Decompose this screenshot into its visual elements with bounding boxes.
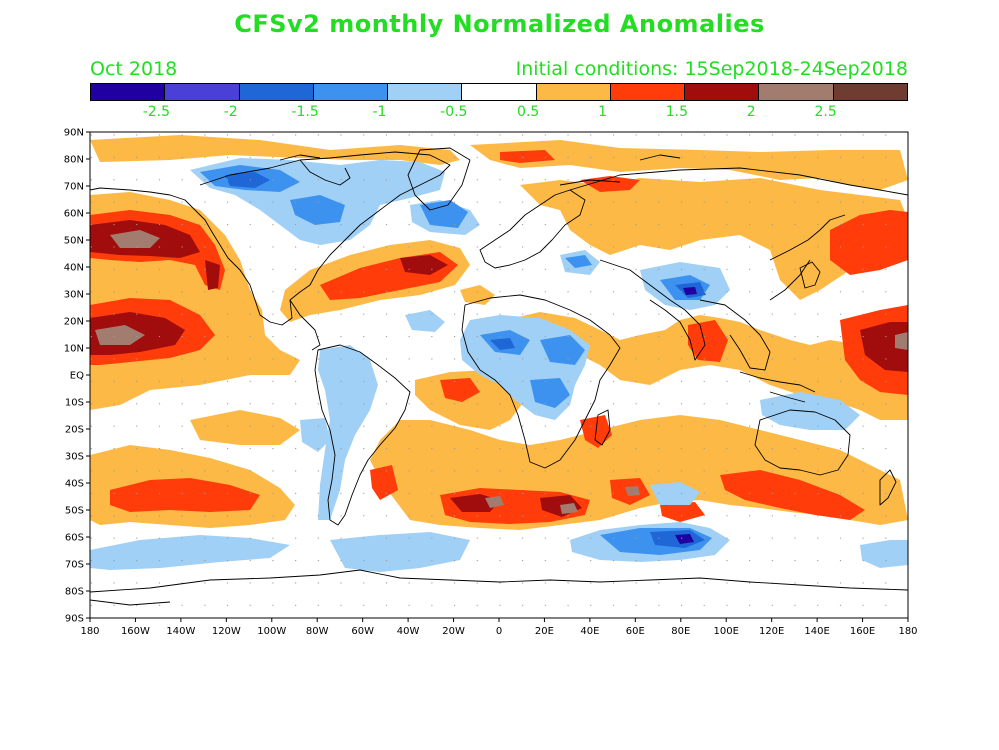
colorbar-segment <box>165 84 240 100</box>
longitude-axis: 180 160W 140W 120W 100W 80W 60W 40W 20W 0 20E 40E 60… <box>80 618 918 637</box>
colorbar-tick-label: -2.5 <box>142 104 171 120</box>
lon-label: 80E <box>671 626 690 637</box>
latitude-axis: 90N 80N 70N 60N 50N 40N 30N 20N 10N EQ 10S 20S 30S 40… <box>64 128 90 625</box>
coastlines <box>90 147 908 606</box>
colorbar-tick-label: -1.5 <box>291 104 319 120</box>
lon-label: 140W <box>166 626 195 637</box>
lon-label: 20E <box>535 626 554 637</box>
colorbar-tick-label: 1.5 <box>665 104 689 120</box>
lat-label: 30S <box>65 452 84 463</box>
lat-label: 30N <box>64 290 84 301</box>
colorbar-segment <box>91 84 166 100</box>
lat-label: 40S <box>65 479 84 490</box>
lat-label: 20N <box>64 317 84 328</box>
lon-label: 100E <box>714 626 739 637</box>
lon-label: 60W <box>351 626 374 637</box>
lat-label: EQ <box>70 371 84 382</box>
lat-label: 90S <box>65 614 84 625</box>
lon-label: 120E <box>759 626 784 637</box>
colorbar-tick-label: 0.5 <box>517 104 540 120</box>
lon-label: 160W <box>121 626 150 637</box>
lat-label: 10S <box>65 398 84 409</box>
lon-label: 120W <box>212 626 241 637</box>
lat-label: 60N <box>64 209 84 220</box>
colorbar-tick-label: -1 <box>372 104 387 120</box>
colorbar-tick-label: 1 <box>598 104 607 120</box>
lat-label: 60S <box>65 533 84 544</box>
colorbar-tick-label: -2 <box>223 104 238 120</box>
colorbar-tick-label: 2.5 <box>814 104 837 120</box>
lat-label: 40N <box>64 263 84 274</box>
colorbar-segment <box>685 84 760 100</box>
colorbar <box>90 83 908 101</box>
lon-label: 40E <box>580 626 599 637</box>
colorbar-segment <box>759 84 834 100</box>
lon-label: 0 <box>496 626 502 637</box>
lon-label: 60E <box>626 626 645 637</box>
lon-label: 40W <box>397 626 420 637</box>
lon-label: 160E <box>850 626 875 637</box>
colorbar-segment <box>313 84 389 100</box>
colorbar-segment <box>536 84 611 100</box>
initial-conditions: Initial conditions: 15Sep2018-24Sep2018 <box>515 58 908 80</box>
lat-label: 10N <box>64 344 84 355</box>
lon-label: 100W <box>257 626 286 637</box>
forecast-month: Oct 2018 <box>90 58 178 80</box>
lat-label: 50S <box>65 506 84 517</box>
colorbar-segment <box>833 84 907 100</box>
colorbar-segment <box>388 84 463 100</box>
colorbar-segment <box>239 84 314 100</box>
colorbar-segment <box>462 84 537 100</box>
lat-label: 20S <box>65 425 84 436</box>
lon-label: 180 <box>80 626 99 637</box>
lon-label: 180 <box>898 626 917 637</box>
colorbar-tick-label: 2 <box>746 104 756 120</box>
lat-label: 50N <box>64 236 84 247</box>
lat-label: 90N <box>64 128 84 139</box>
lat-label: 70S <box>65 560 84 571</box>
anomaly-shading <box>90 132 908 618</box>
lon-label: 20W <box>442 626 465 637</box>
colorbar-tick-label: -0.5 <box>440 104 468 120</box>
colorbar-segment <box>610 84 686 100</box>
map-title: CFSv2 monthly Normalized Anomalies <box>234 10 765 38</box>
lon-label: 80W <box>306 626 329 637</box>
lon-label: 140E <box>804 626 829 637</box>
lat-label: 80N <box>64 155 84 166</box>
lat-label: 70N <box>64 182 84 193</box>
lat-label: 80S <box>65 587 84 598</box>
